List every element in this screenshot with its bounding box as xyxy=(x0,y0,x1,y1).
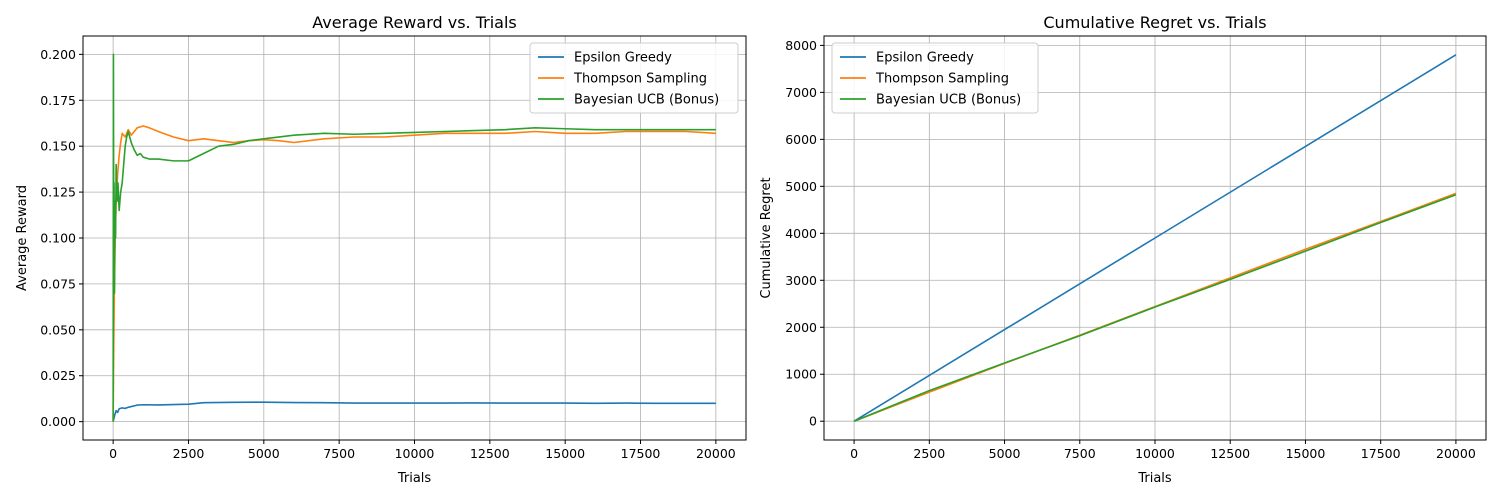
x-tick-label: 0 xyxy=(850,446,858,461)
x-tick-label: 20000 xyxy=(1436,446,1476,461)
series-line-thompson xyxy=(112,125,716,422)
x-axis-label: Trials xyxy=(397,471,432,486)
x-tick-label: 7500 xyxy=(1064,446,1096,461)
x-tick-label: 20000 xyxy=(696,446,736,461)
chart-title: Average Reward vs. Trials xyxy=(312,13,516,32)
y-tick-label: 0.100 xyxy=(40,231,76,246)
x-tick-label: 5000 xyxy=(248,446,280,461)
x-tick-label: 17500 xyxy=(621,446,661,461)
y-tick-label: 0.125 xyxy=(40,185,76,200)
x-tick-label: 15000 xyxy=(545,446,585,461)
x-tick-label: 12500 xyxy=(470,446,510,461)
y-tick-label: 0.150 xyxy=(40,139,76,154)
y-axis-label: Average Reward xyxy=(15,185,30,291)
y-tick-label: 6000 xyxy=(785,132,817,147)
x-tick-label: 2500 xyxy=(913,446,945,461)
y-axis-label: Cumulative Regret xyxy=(759,177,774,298)
legend-label: Bayesian UCB (Bonus) xyxy=(876,93,1021,108)
y-tick-label: 0.175 xyxy=(40,93,76,108)
legend-box xyxy=(831,42,1039,114)
y-tick-label: 0.000 xyxy=(40,414,76,429)
y-tick-label: 2000 xyxy=(785,320,817,335)
legend-box xyxy=(529,42,739,114)
x-axis-label: Trials xyxy=(1137,471,1172,486)
legend-label: Thompson Sampling xyxy=(573,72,707,87)
chart-title: Cumulative Regret vs. Trials xyxy=(1043,13,1266,32)
series-line-epsilon xyxy=(853,54,1457,422)
series-line-bayes xyxy=(112,53,716,422)
x-tick-label: 12500 xyxy=(1210,446,1250,461)
x-tick-label: 10000 xyxy=(395,446,435,461)
y-tick-label: 0.075 xyxy=(40,276,76,291)
legend-label: Epsilon Greedy xyxy=(876,51,974,66)
y-tick-label: 8000 xyxy=(785,38,817,53)
x-tick-label: 2500 xyxy=(173,446,205,461)
legend: Epsilon Greedy Thompson Sampling Bayesian … xyxy=(831,42,1039,114)
y-tick-label: 0.025 xyxy=(40,368,76,383)
y-tick-label: 0.200 xyxy=(40,47,76,62)
x-tick-label: 0 xyxy=(109,446,117,461)
x-tick-label: 7500 xyxy=(323,446,355,461)
x-tick-label: 5000 xyxy=(989,446,1021,461)
y-tick-label: 4000 xyxy=(785,226,817,241)
x-tick-label: 10000 xyxy=(1135,446,1175,461)
x-tick-label: 17500 xyxy=(1361,446,1401,461)
y-tick-label: 5000 xyxy=(785,179,817,194)
cumulative-regret-panel: 0 2500 5000 7500 10000 12500 15000 17500 20000 0 1… xyxy=(759,13,1487,486)
legend-label: Thompson Sampling xyxy=(875,72,1009,87)
y-tick-label: 0.050 xyxy=(40,322,76,337)
legend-label: Epsilon Greedy xyxy=(574,51,672,66)
series-line-bayes xyxy=(853,194,1457,422)
y-tick-label: 1000 xyxy=(785,367,817,382)
x-tick-label: 15000 xyxy=(1286,446,1326,461)
legend-label: Bayesian UCB (Bonus) xyxy=(574,93,719,108)
y-tick-label: 7000 xyxy=(785,85,817,100)
series-line-epsilon xyxy=(112,401,716,422)
y-tick-label: 3000 xyxy=(785,273,817,288)
legend: Epsilon Greedy Thompson Sampling Bayesian … xyxy=(529,42,739,114)
average-reward-panel: 0 2500 5000 7500 10000 12500 15000 17500 20000 0.… xyxy=(15,13,747,486)
y-tick-label: 0 xyxy=(809,414,817,429)
